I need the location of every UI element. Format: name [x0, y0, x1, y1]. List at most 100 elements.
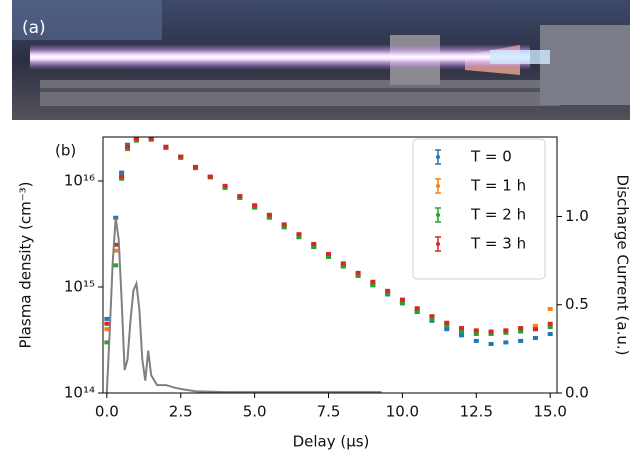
panel-label: (a)	[22, 18, 46, 38]
data-point	[113, 215, 119, 220]
data-point	[444, 327, 450, 332]
data-point	[133, 136, 139, 141]
y-tick-label: 10¹⁵	[64, 277, 95, 295]
data-point	[385, 288, 391, 293]
data-point	[125, 147, 131, 152]
data-point	[429, 316, 435, 321]
legend-marker	[436, 213, 440, 217]
data-point	[104, 327, 110, 332]
legend-label: T = 3 h	[470, 235, 526, 253]
data-point	[340, 264, 346, 269]
data-point	[488, 332, 494, 337]
data-point	[104, 316, 110, 321]
data-point	[113, 242, 119, 247]
data-point	[532, 327, 538, 332]
data-point	[459, 329, 465, 334]
data-point	[252, 203, 258, 208]
x-axis-label: Delay (μs)	[293, 433, 370, 451]
data-point	[311, 241, 317, 246]
data-point	[399, 300, 405, 305]
x-tick-label: 10.0	[386, 403, 419, 421]
data-point	[488, 329, 494, 334]
x-tick-label: 7.5	[317, 403, 341, 421]
data-point	[547, 324, 553, 329]
data-point	[296, 235, 302, 240]
x-tick-label: 0.0	[95, 403, 119, 421]
plot-area: 0.0 2.5 5.0 7.5 10.0 12.5 15.0 10¹⁴ 10¹⁵ 10¹⁶ 0.0 0…	[64, 136, 589, 421]
data-point	[296, 232, 302, 237]
data-point	[414, 306, 420, 311]
data-point	[532, 323, 538, 328]
data-point	[370, 283, 376, 288]
data-point	[104, 340, 110, 345]
y-tick-label: 10¹⁴	[64, 384, 95, 402]
data-point	[119, 176, 125, 181]
legend-marker	[436, 242, 440, 246]
x-tick-label: 15.0	[533, 403, 566, 421]
data-point	[459, 333, 465, 338]
data-point	[355, 270, 361, 275]
data-point	[207, 174, 213, 179]
data-point	[125, 142, 131, 147]
current-line	[105, 218, 382, 394]
data-point	[119, 174, 125, 179]
y-axis-label: Plasma density (cm⁻³)	[17, 181, 35, 348]
y2-tick-label: 1.0	[565, 207, 589, 225]
legend-label: T = 2 h	[470, 206, 526, 224]
data-point	[281, 225, 287, 230]
data-point	[163, 144, 169, 149]
data-point	[326, 254, 332, 259]
data-point	[518, 326, 524, 331]
legend	[412, 138, 546, 280]
legend-label: T = 0	[470, 148, 512, 166]
data-point	[237, 194, 243, 199]
y2-tick-label: 0.0	[565, 384, 589, 402]
data-point	[311, 245, 317, 250]
data-point	[518, 329, 524, 334]
legend-marker	[436, 184, 440, 188]
y2-tick-label: 0.5	[565, 295, 589, 313]
data-point	[503, 330, 509, 335]
axes-frame	[102, 136, 558, 394]
x-tick-label: 5.0	[243, 403, 267, 421]
data-point	[266, 215, 272, 220]
data-point	[547, 321, 553, 326]
data-point	[473, 338, 479, 343]
panel-label: (b)	[55, 142, 76, 160]
data-point	[340, 261, 346, 266]
data-point	[532, 336, 538, 341]
data-point	[252, 205, 258, 210]
data-point	[178, 154, 184, 159]
data-point	[222, 185, 228, 190]
data-point	[547, 307, 553, 312]
x-tick-label: 12.5	[460, 403, 493, 421]
data-point	[125, 144, 131, 149]
data-point	[119, 170, 125, 175]
data-point	[459, 326, 465, 331]
data-point	[193, 164, 199, 169]
data-point	[113, 248, 119, 253]
data-point	[370, 279, 376, 284]
data-point	[399, 297, 405, 302]
legend-marker	[436, 155, 440, 159]
data-point	[355, 273, 361, 278]
data-point	[547, 332, 553, 337]
data-point	[414, 309, 420, 314]
legend-label: T = 1 h	[470, 177, 526, 195]
data-point	[518, 338, 524, 343]
x-tick-label: 2.5	[169, 403, 193, 421]
data-point	[222, 183, 228, 188]
data-point	[385, 291, 391, 296]
data-point	[503, 340, 509, 345]
data-point	[503, 328, 509, 333]
data-point	[429, 314, 435, 319]
data-point	[473, 332, 479, 337]
data-point	[113, 263, 119, 268]
photo	[12, 0, 630, 120]
data-point	[488, 341, 494, 346]
data-point	[444, 323, 450, 328]
y2-axis-label: Discharge Current (a.u.)	[614, 175, 632, 356]
data-point	[266, 212, 272, 217]
